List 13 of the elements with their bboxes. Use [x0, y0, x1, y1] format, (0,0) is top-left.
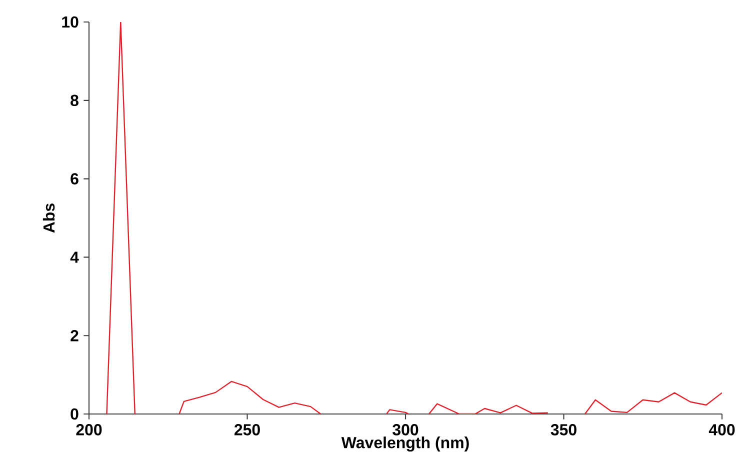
y-tick-label: 6 — [70, 173, 78, 184]
x-tick-label: 400 — [708, 424, 735, 436]
y-tick-label: 4 — [70, 252, 79, 263]
y-tick-label: 8 — [70, 94, 78, 106]
y-tick-label: 2 — [70, 330, 78, 342]
x-tick-label: 200 — [76, 424, 102, 436]
x-tick-label: 300 — [392, 424, 418, 436]
x-axis-title: Wavelength (nm) — [341, 436, 469, 452]
y-axis-title: Abs — [42, 204, 55, 233]
x-tick-label: 250 — [234, 424, 260, 436]
x-tick-label: 350 — [550, 424, 576, 436]
y-tick-label: 10 — [62, 16, 78, 28]
y-tick-label: 0 — [70, 408, 78, 420]
